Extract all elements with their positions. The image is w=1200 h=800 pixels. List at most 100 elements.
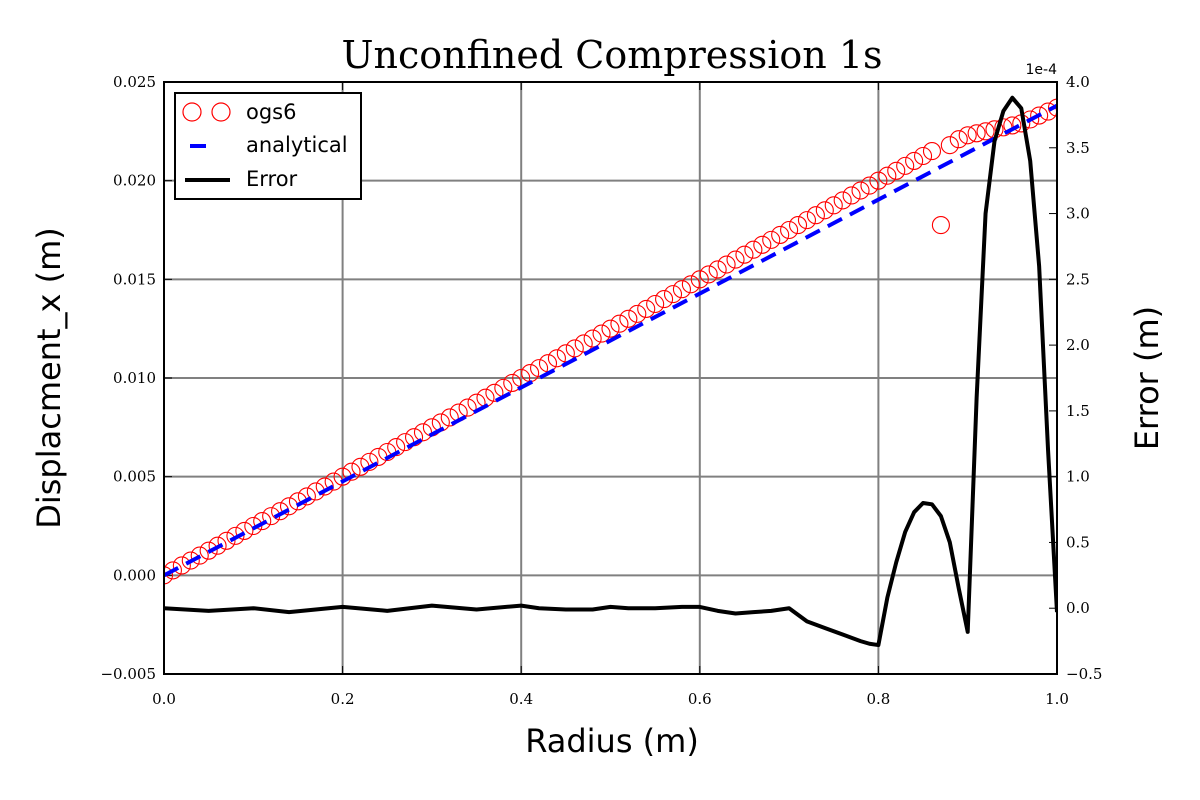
legend-ogs6-marker (211, 102, 231, 122)
y2-tick-label: 3.0 (1066, 205, 1090, 223)
ogs6-point (503, 373, 522, 392)
error-line (164, 95, 1057, 648)
ogs6-point (690, 270, 709, 289)
ogs6-point (797, 211, 817, 230)
ogs6-point (940, 136, 959, 155)
legend-label-ogs6: ogs6 (246, 100, 296, 124)
ogs6-point (726, 250, 745, 269)
ogs6-point (342, 462, 361, 481)
ogs6-point (806, 206, 825, 225)
ogs6-point (976, 122, 995, 141)
ogs6-point (931, 216, 950, 235)
y-tick-label: −0.005 (100, 665, 156, 683)
ogs6-point (387, 438, 406, 457)
y-tick-label: 0.005 (113, 468, 156, 486)
y2-tick-label: −0.5 (1066, 665, 1102, 683)
ogs6-point (967, 124, 986, 143)
ogs6-point (878, 166, 897, 185)
ogs6-point (217, 531, 236, 550)
ogs6-point (458, 398, 477, 417)
ogs6-point (628, 304, 647, 323)
ogs6-point (851, 181, 870, 200)
legend-ogs6-marker (182, 102, 202, 122)
y-tick-label: 0.010 (113, 369, 156, 387)
ogs6-point (253, 512, 272, 531)
y2-tick-label: 4.0 (1066, 73, 1090, 91)
ogs6-point (530, 359, 549, 378)
ogs6-point (869, 171, 888, 190)
ogs6-point (360, 452, 379, 471)
ogs6-point (958, 126, 977, 145)
ogs6-point (547, 349, 566, 368)
ogs6-point (610, 314, 629, 333)
y2-tick-label: 2.5 (1066, 270, 1090, 288)
ticks: 0.0 0.2 0.4 0.6 0.8 1.0 −0.005 0.000 0.005 0.010 0… (100, 73, 1102, 708)
y2-offset-label: 1e-4 (1026, 62, 1058, 78)
ogs6-point (699, 265, 718, 284)
ogs6-point (574, 334, 593, 353)
legend: ogs6 analytical Error (174, 92, 362, 200)
y2-tick-label: 1.0 (1066, 468, 1090, 486)
ogs6-point (565, 339, 584, 358)
y2-tick-label: 0.0 (1066, 599, 1090, 617)
ogs6-point (164, 566, 174, 585)
ogs6-point (896, 156, 915, 175)
ogs6-point (922, 142, 942, 161)
ogs6-point (172, 556, 191, 575)
ogs6-point (601, 319, 620, 338)
ogs6-point (226, 526, 245, 545)
legend-label-error: Error (246, 167, 298, 191)
plot-frame (163, 81, 1058, 675)
analytical-line (164, 103, 1057, 578)
y-tick-label: 0.000 (113, 566, 156, 584)
ogs6-point (583, 329, 602, 348)
ogs6-point (672, 280, 691, 299)
series-layer (164, 95, 1057, 648)
ogs6-point (905, 151, 924, 170)
ogs6-point (1003, 116, 1022, 135)
ogs6-point (663, 285, 683, 304)
y-tick-label: 0.025 (113, 73, 156, 91)
x-tick-label: 0.8 (866, 690, 890, 708)
y2-tick-label: 3.5 (1066, 139, 1090, 157)
ogs6-point (235, 521, 254, 540)
x-tick-label: 0.0 (152, 690, 176, 708)
ogs6-point (815, 201, 834, 220)
ogs6-point (297, 487, 316, 506)
ogs6-point (949, 130, 968, 149)
ogs6-point (440, 408, 459, 427)
ogs6-point (1030, 106, 1049, 125)
x-axis-label: Radius (m) (525, 722, 699, 760)
ogs6-point (190, 546, 209, 565)
ogs6-point (887, 161, 906, 180)
ogs6-point (708, 260, 727, 279)
x-tick-label: 0.2 (331, 690, 355, 708)
ogs6-point (646, 294, 665, 314)
ogs6-point (744, 240, 763, 259)
chart-title: Unconfined Compression 1s (341, 33, 882, 77)
x-tick-label: 0.6 (688, 690, 712, 708)
ogs6-point (485, 383, 504, 402)
ogs6-point (208, 536, 227, 555)
y-tick-label: 0.015 (113, 270, 156, 288)
ogs6-point (753, 235, 772, 254)
ogs6-point (592, 324, 611, 343)
ogs6-point (181, 551, 200, 570)
plot-area (164, 95, 1057, 648)
ogs6-point (681, 275, 700, 294)
ogs6-point (655, 290, 674, 309)
ogs6-point (315, 477, 334, 496)
ogs6-point (619, 309, 638, 328)
ogs6-point (762, 230, 781, 249)
ogs6-point (842, 186, 861, 205)
y-axis-label: Displacment_x (m) (30, 227, 68, 529)
ogs6-point (199, 541, 218, 560)
ogs6-point (735, 245, 754, 264)
ogs6-point (780, 220, 799, 240)
x-tick-label: 1.0 (1045, 690, 1069, 708)
legend-label-analytical: analytical (246, 133, 348, 157)
ogs6-point (413, 423, 433, 442)
ogs6-point (860, 176, 879, 195)
y-tick-label: 0.020 (113, 172, 156, 190)
